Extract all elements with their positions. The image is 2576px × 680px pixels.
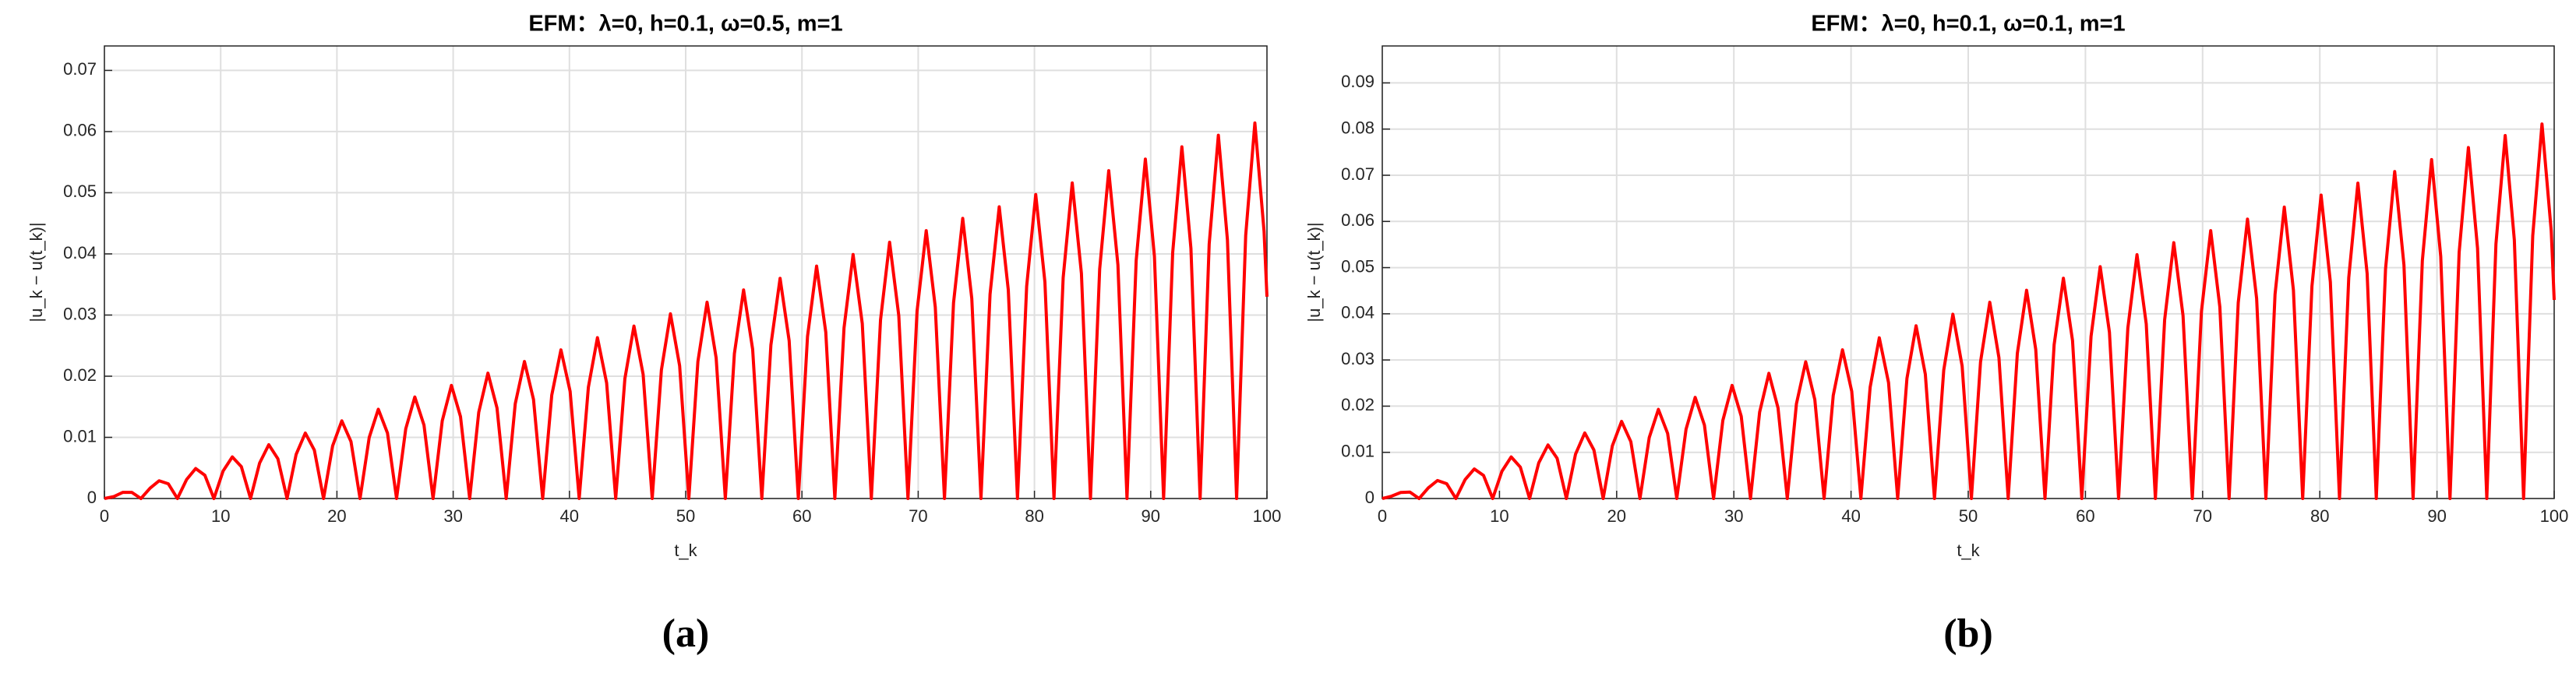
y-tick-label: 0.01 xyxy=(63,426,97,446)
y-tick-label: 0.02 xyxy=(1341,395,1374,414)
x-tick-label: 50 xyxy=(1959,506,1978,526)
x-tick-label: 40 xyxy=(1841,506,1860,526)
x-tick-label: 20 xyxy=(1607,506,1626,526)
x-tick-label: 60 xyxy=(792,506,811,526)
x-tick-label: 60 xyxy=(2076,506,2094,526)
chart-title: EFM：λ=0, h=0.1, ω=0.1, m=1 xyxy=(1811,12,2125,37)
x-tick-label: 90 xyxy=(2427,506,2446,526)
data-line xyxy=(104,121,1269,500)
y-tick-label: 0.04 xyxy=(63,243,97,262)
y-tick-label: 0.03 xyxy=(63,304,97,323)
x-tick-label: 100 xyxy=(1253,506,1282,526)
x-tick-label: 10 xyxy=(1490,506,1509,526)
y-axis-label: |u_k − u(t_k)| xyxy=(26,222,46,322)
y-tick-label: 0.03 xyxy=(1341,349,1374,368)
x-tick-label: 90 xyxy=(1142,506,1160,526)
x-tick-label: 50 xyxy=(676,506,695,526)
y-tick-label: 0.08 xyxy=(1341,118,1374,138)
y-tick-label: 0.07 xyxy=(63,59,97,79)
y-tick-label: 0.04 xyxy=(1341,303,1374,322)
y-tick-label: 0.01 xyxy=(1341,442,1374,461)
x-tick-label: 100 xyxy=(2540,506,2569,526)
y-tick-label: 0 xyxy=(87,488,97,507)
x-tick-label: 20 xyxy=(327,506,346,526)
y-tick-label: 0.09 xyxy=(1341,72,1374,91)
caption: (a) xyxy=(662,611,710,656)
x-axis-label: t_k xyxy=(674,541,697,560)
chart-title: EFM：λ=0, h=0.1, ω=0.5, m=1 xyxy=(528,12,842,37)
data-line xyxy=(1382,122,2556,500)
x-tick-label: 10 xyxy=(211,506,230,526)
y-tick-label: 0.07 xyxy=(1341,164,1374,184)
x-tick-label: 80 xyxy=(1025,506,1043,526)
x-axis-label: t_k xyxy=(1957,541,1980,560)
y-tick-label: 0 xyxy=(1365,488,1374,507)
x-tick-label: 30 xyxy=(1724,506,1743,526)
x-tick-label: 70 xyxy=(2193,506,2212,526)
x-tick-label: 70 xyxy=(909,506,927,526)
x-tick-label: 80 xyxy=(2310,506,2329,526)
x-tick-label: 0 xyxy=(1378,506,1387,526)
x-tick-label: 30 xyxy=(443,506,462,526)
x-tick-label: 40 xyxy=(560,506,579,526)
y-tick-label: 0.06 xyxy=(1341,210,1374,230)
y-tick-label: 0.05 xyxy=(63,181,97,201)
caption: (b) xyxy=(1943,611,1993,656)
y-axis-label: |u_k − u(t_k)| xyxy=(1304,222,1324,322)
y-tick-label: 0.05 xyxy=(1341,256,1374,276)
y-tick-label: 0.02 xyxy=(63,365,97,385)
y-tick-label: 0.06 xyxy=(63,121,97,140)
x-tick-label: 0 xyxy=(100,506,109,526)
